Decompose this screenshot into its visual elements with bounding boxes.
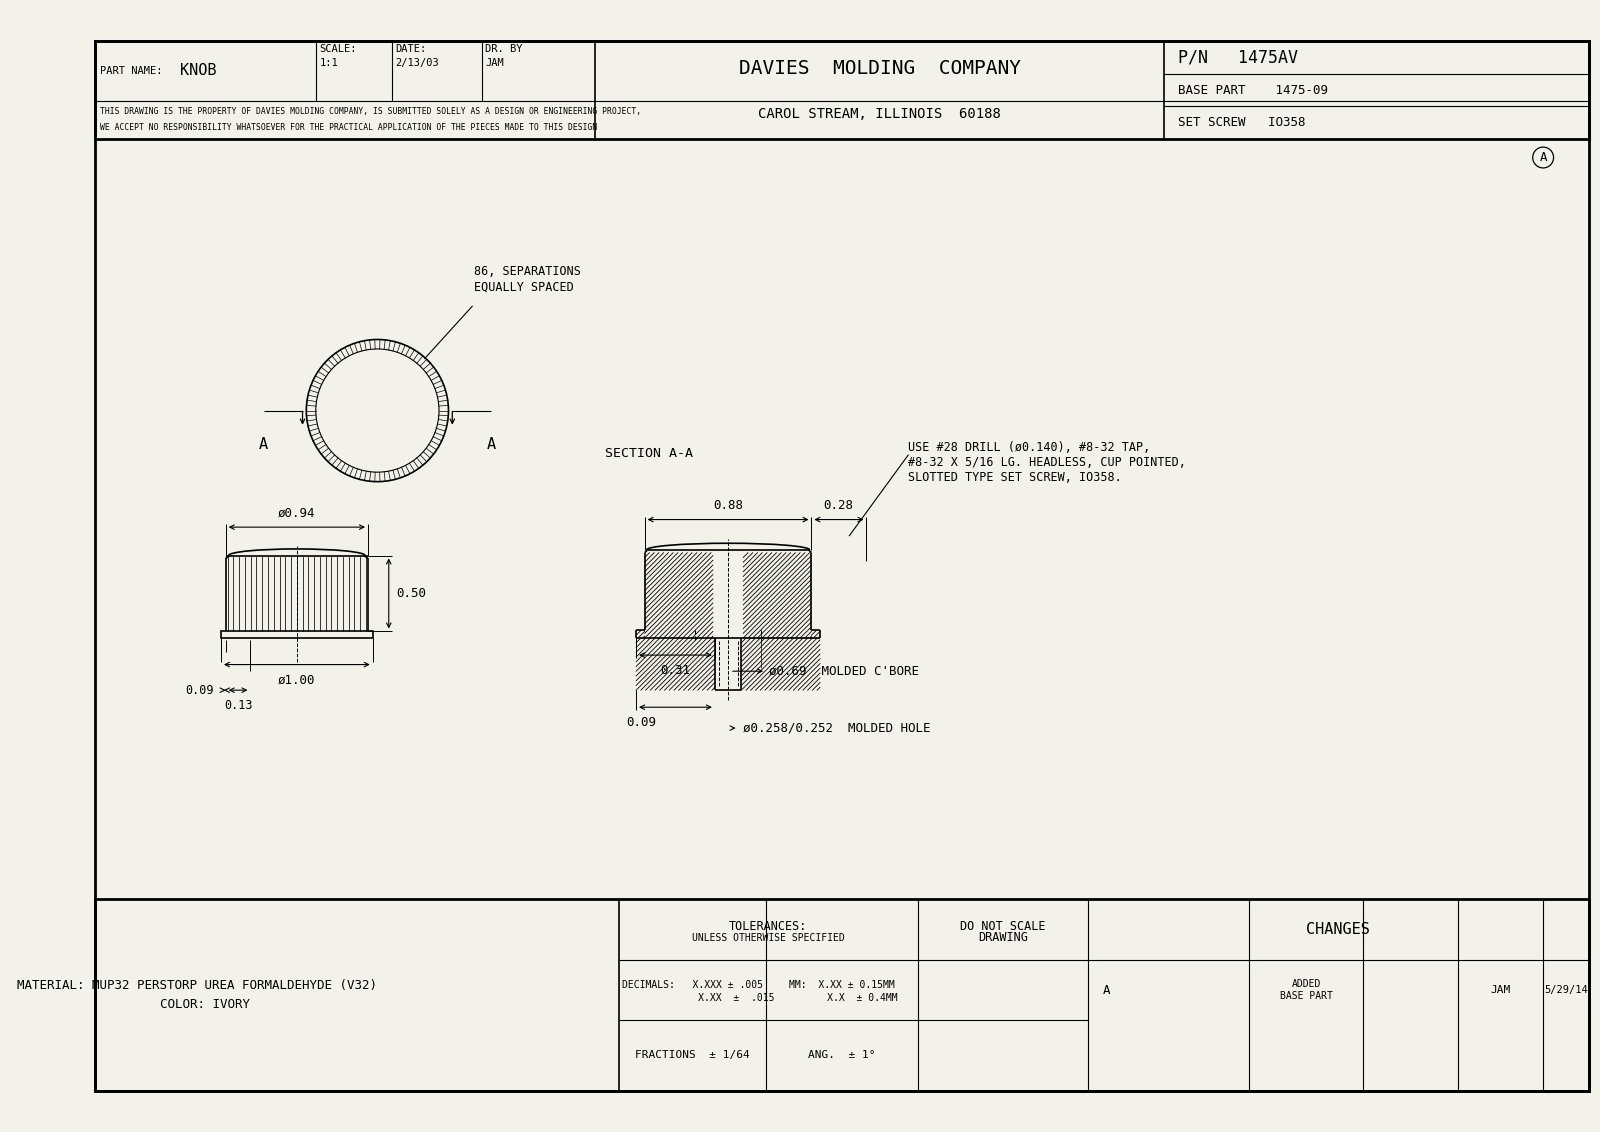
Text: DR. BY: DR. BY (485, 44, 523, 54)
Text: 86, SEPARATIONS
EQUALLY SPACED: 86, SEPARATIONS EQUALLY SPACED (474, 265, 581, 293)
Text: 0.88: 0.88 (714, 499, 742, 512)
Text: 5/29/14: 5/29/14 (1544, 985, 1587, 995)
Bar (221, 632, 373, 638)
Text: 0.28: 0.28 (822, 499, 853, 512)
Text: SCALE:: SCALE: (320, 44, 357, 54)
Text: JAM: JAM (485, 58, 504, 68)
Text: ø1.00: ø1.00 (278, 674, 315, 686)
Text: ANG.  ± 1°: ANG. ± 1° (808, 1050, 875, 1061)
Text: DAVIES  MOLDING  COMPANY: DAVIES MOLDING COMPANY (739, 59, 1021, 78)
Text: A: A (486, 437, 496, 452)
Text: DECIMALS:   X.XXX ± .005: DECIMALS: X.XXX ± .005 (622, 980, 763, 990)
Text: WE ACCEPT NO RESPONSIBILITY WHATSOEVER FOR THE PRACTICAL APPLICATION OF THE PIEC: WE ACCEPT NO RESPONSIBILITY WHATSOEVER F… (99, 123, 597, 132)
Text: UNLESS OTHERWISE SPECIFIED: UNLESS OTHERWISE SPECIFIED (691, 933, 845, 943)
Text: COLOR: IVORY: COLOR: IVORY (146, 997, 250, 1011)
Text: 0.31: 0.31 (661, 663, 691, 677)
Text: MATERIAL: MUP32 PERSTORP UREA FORMALDEHYDE (V32): MATERIAL: MUP32 PERSTORP UREA FORMALDEHY… (18, 979, 378, 992)
Text: MM:  X.XX ± 0.15MM: MM: X.XX ± 0.15MM (789, 980, 894, 990)
Text: 0.09: 0.09 (626, 715, 656, 729)
Text: 0.50: 0.50 (397, 588, 426, 600)
Bar (94, 41, 1589, 138)
Text: CHANGES: CHANGES (1307, 921, 1370, 937)
Text: DO NOT SCALE: DO NOT SCALE (960, 920, 1046, 933)
Text: TOLERANCES:: TOLERANCES: (730, 920, 808, 933)
Text: X.XX  ±  .015: X.XX ± .015 (610, 993, 774, 1003)
Text: KNOB: KNOB (181, 63, 216, 78)
Text: A: A (1539, 151, 1547, 164)
Text: ø0.258/0.252  MOLDED HOLE: ø0.258/0.252 MOLDED HOLE (744, 721, 931, 735)
Text: 0.09: 0.09 (186, 684, 213, 696)
Text: A: A (259, 437, 269, 452)
Text: BASE PART    1475-09: BASE PART 1475-09 (1178, 84, 1328, 96)
Text: CAROL STREAM, ILLINOIS  60188: CAROL STREAM, ILLINOIS 60188 (758, 108, 1002, 121)
Text: ø0.94: ø0.94 (278, 506, 315, 520)
Text: X.X  ± 0.4MM: X.X ± 0.4MM (786, 993, 898, 1003)
Bar (94, 899, 1589, 1091)
Text: A: A (1102, 984, 1110, 996)
Text: P/N   1475AV: P/N 1475AV (1178, 49, 1298, 67)
Text: 0.13: 0.13 (224, 698, 253, 712)
Text: THIS DRAWING IS THE PROPERTY OF DAVIES MOLDING COMPANY, IS SUBMITTED SOLELY AS A: THIS DRAWING IS THE PROPERTY OF DAVIES M… (99, 106, 642, 115)
Text: 1:1: 1:1 (320, 58, 338, 68)
Text: PART NAME:: PART NAME: (99, 66, 162, 76)
Text: ADDED
BASE PART: ADDED BASE PART (1280, 979, 1333, 1001)
Text: SECTION A-A: SECTION A-A (605, 447, 693, 460)
Text: ø0.69  MOLDED C'BORE: ø0.69 MOLDED C'BORE (770, 664, 918, 678)
Text: FRACTIONS  ± 1/64: FRACTIONS ± 1/64 (635, 1050, 750, 1061)
Text: SET SCREW   IO358: SET SCREW IO358 (1178, 115, 1306, 129)
Text: 2/13/03: 2/13/03 (395, 58, 438, 68)
Text: JAM: JAM (1490, 985, 1510, 995)
Text: DATE:: DATE: (395, 44, 427, 54)
Text: DRAWING: DRAWING (978, 932, 1027, 944)
Text: USE #28 DRILL (ø0.140), #8-32 TAP,
#8-32 X 5/16 LG. HEADLESS, CUP POINTED,
SLOTT: USE #28 DRILL (ø0.140), #8-32 TAP, #8-32… (909, 440, 1186, 483)
